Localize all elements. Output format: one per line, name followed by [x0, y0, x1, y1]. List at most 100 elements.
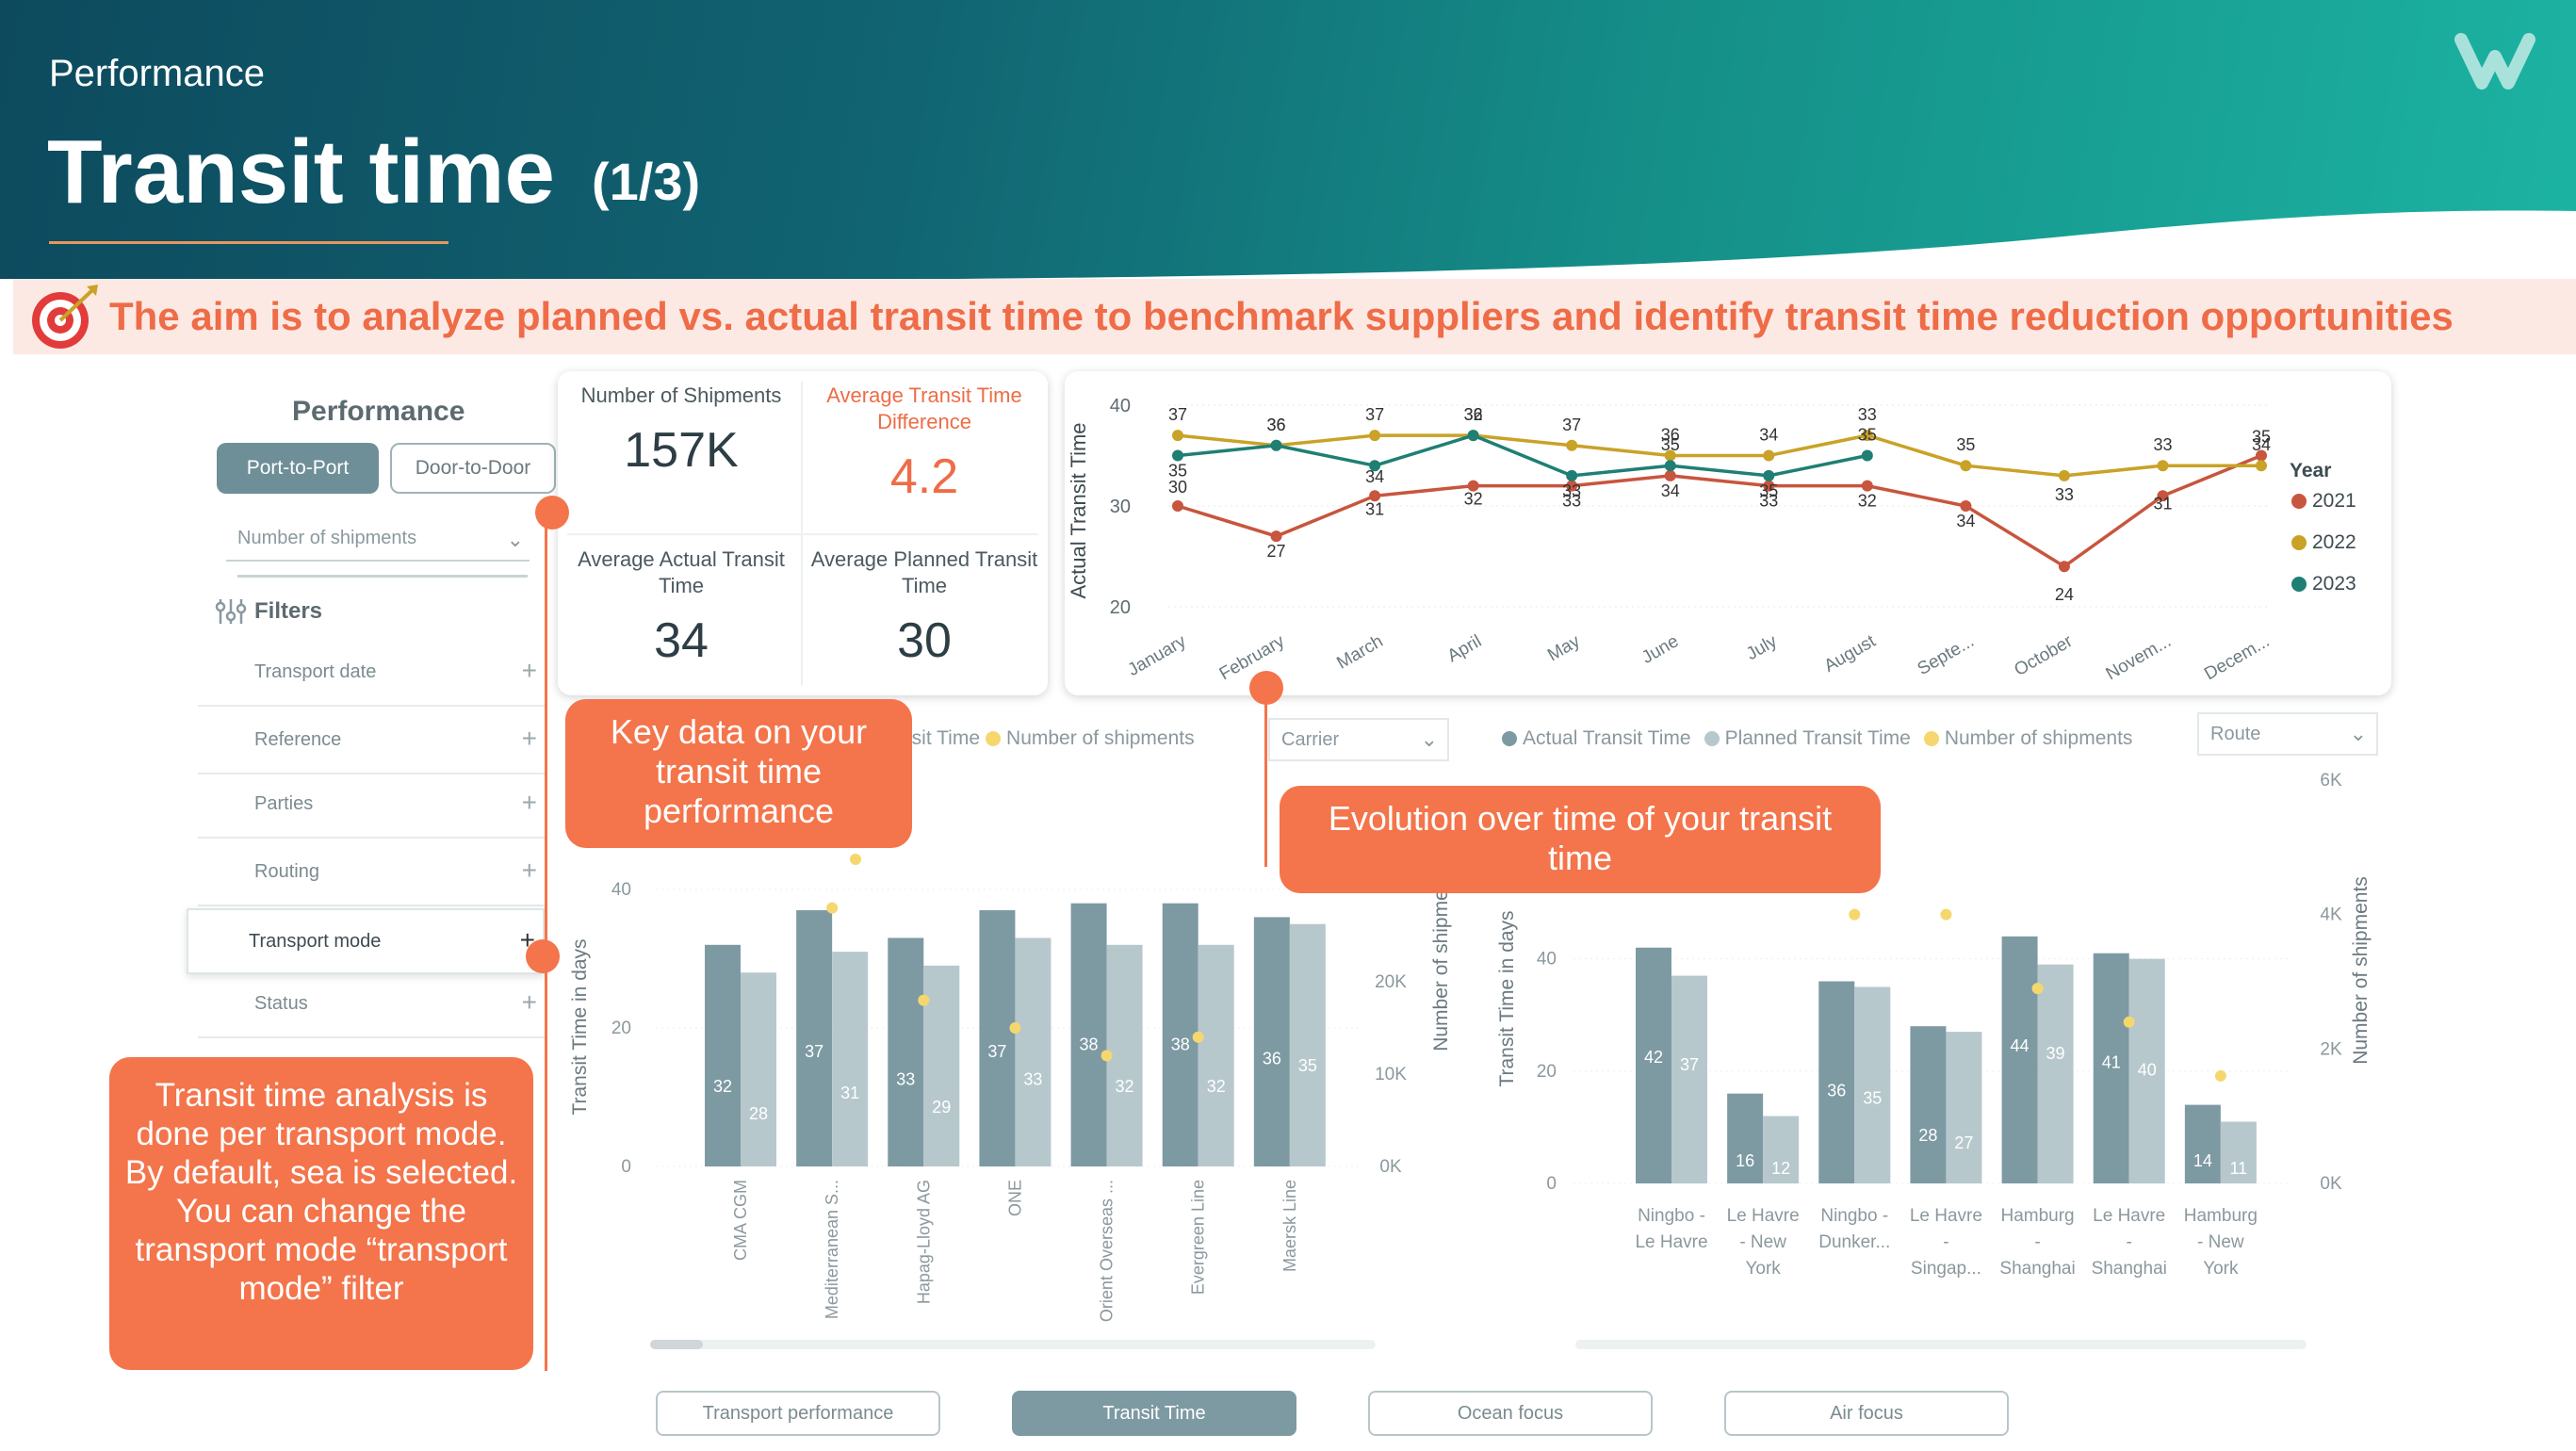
bar-planned — [1854, 986, 1891, 1183]
bar-label-actual: 44 — [2011, 1036, 2030, 1055]
carrier-dropdown[interactable]: Carrier ⌄ — [1268, 718, 1449, 761]
x-tick-label: Shanghai — [2092, 1259, 2167, 1279]
data-point-2021 — [2256, 449, 2267, 462]
x-tick-label: - — [2034, 1232, 2040, 1252]
nav-air-focus[interactable]: Air focus — [1724, 1391, 2009, 1436]
bar-actual — [796, 910, 833, 1166]
bar-label-actual: 37 — [987, 1042, 1006, 1061]
legend-dot-icon — [1704, 731, 1720, 746]
data-point-2021 — [1467, 480, 1479, 492]
y2-tick-label: 20K — [1375, 972, 1407, 992]
plus-icon[interactable]: + — [521, 724, 537, 753]
filter-transport-date[interactable]: Transport date + — [198, 641, 545, 707]
route-dropdown[interactable]: Route ⌄ — [2197, 712, 2378, 756]
kpi-average-transit-time-difference: Average Transit Time Difference 4.2 — [807, 383, 1042, 505]
data-point-2022 — [1763, 449, 1775, 462]
callout-transport-mode: Transit time analysis is done per transp… — [109, 1057, 533, 1370]
bar-actual — [1636, 947, 1671, 1183]
x-tick-label: Ningbo - — [1820, 1206, 1888, 1226]
bar-planned — [1289, 923, 1326, 1166]
scrollbar-thumb[interactable] — [650, 1340, 703, 1349]
toggle-door-to-door[interactable]: Door-to-Door — [390, 443, 556, 494]
shipments-dot — [1192, 1031, 1204, 1043]
kpi-value: 157K — [624, 423, 739, 478]
measure-dropdown-value: Number of shipments — [237, 527, 417, 548]
data-point-2023 — [1172, 449, 1183, 462]
data-label: 33 — [2055, 485, 2074, 504]
y-tick-label: 0 — [621, 1157, 631, 1177]
bar-planned — [832, 952, 869, 1166]
filter-parties[interactable]: Parties + — [198, 773, 545, 839]
header-wave — [0, 210, 2576, 283]
bar-label-planned: 32 — [1207, 1077, 1226, 1096]
legend-dot-icon — [2291, 494, 2307, 509]
x-tick-label: - New — [1739, 1232, 1786, 1252]
nav-transport-performance[interactable]: Transport performance — [656, 1391, 940, 1436]
data-point-2022 — [1960, 460, 1972, 472]
bar-label-actual: 41 — [2102, 1053, 2121, 1072]
callout-pin — [1249, 671, 1283, 705]
legend-dot-icon — [986, 731, 1002, 746]
aim-banner: The aim is to analyze planned vs. actual… — [13, 279, 2576, 354]
filter-label: Routing — [254, 861, 319, 882]
route-bar-chart[interactable]: Transit Time in days Number of shipments 4… — [1479, 754, 2384, 1281]
bar-actual — [2093, 953, 2129, 1183]
kpi-label: Number of Shipments — [580, 383, 782, 407]
carrier-bar-chart[interactable]: Transit Time in days Number of shipme 40 20… — [562, 848, 1475, 1357]
data-point-2022 — [2058, 469, 2070, 481]
bar-actual — [1818, 981, 1855, 1183]
measure-dropdown[interactable]: Number of shipments ⌄ — [226, 516, 530, 562]
kpi-value: 30 — [897, 613, 952, 668]
bar-label-actual: 42 — [1644, 1048, 1663, 1067]
bar-planned — [1763, 1116, 1800, 1183]
filter-status[interactable]: Status + — [198, 972, 545, 1038]
plus-icon[interactable]: + — [521, 856, 537, 885]
bar-planned — [1198, 944, 1234, 1166]
plus-icon[interactable]: + — [521, 788, 537, 817]
data-point-2022 — [1566, 439, 1578, 451]
data-point-2023 — [1664, 460, 1676, 472]
x-tick-label: June — [1639, 631, 1682, 668]
bar-planned — [1946, 1032, 1982, 1183]
route-chart-scrollbar[interactable] — [1575, 1340, 2307, 1349]
filter-routing[interactable]: Routing + — [198, 840, 545, 906]
toggle-port-to-port[interactable]: Port-to-Port — [217, 443, 379, 494]
plus-icon[interactable]: + — [521, 987, 537, 1017]
data-label: 27 — [1267, 542, 1286, 561]
y-tick-label: 30 — [1110, 497, 1131, 517]
y2-tick-label: 2K — [2320, 1039, 2342, 1059]
x-tick-label: York — [2203, 1259, 2239, 1279]
y-axis-label: Transit Time in days — [1496, 910, 1518, 1086]
data-label: 32 — [1858, 492, 1877, 511]
filter-transport-mode[interactable]: Transport mode + — [187, 908, 545, 974]
x-tick-label: Orient Overseas ... — [1098, 1180, 1117, 1322]
kpi-average-actual-transit-time: Average Actual Transit Time 34 — [563, 546, 799, 669]
x-tick-label: March — [1333, 631, 1386, 674]
data-label: 31 — [1365, 499, 1384, 518]
data-point-2023 — [1270, 439, 1282, 451]
nav-transit-time[interactable]: Transit Time — [1012, 1391, 1296, 1436]
page-number: (1/3) — [592, 152, 701, 211]
data-label: 34 — [1365, 467, 1384, 486]
x-tick-label: Le Havre — [2093, 1206, 2165, 1226]
legend-label-planned: Planned Transit Time — [1724, 727, 1911, 749]
data-point-2021 — [2058, 561, 2070, 573]
data-label: 35 — [1168, 462, 1187, 481]
x-tick-label: - — [1943, 1232, 1948, 1252]
filter-label: Transport date — [254, 661, 377, 682]
carrier-chart-scrollbar[interactable] — [650, 1340, 1376, 1349]
y2-tick-label: 4K — [2320, 905, 2342, 925]
shipments-dot — [2123, 1016, 2135, 1028]
x-tick-label: Septe... — [1915, 631, 1978, 679]
x-tick-label: Le Havre — [1727, 1206, 1800, 1226]
nav-ocean-focus[interactable]: Ocean focus — [1368, 1391, 1653, 1436]
x-tick-label: Mediterranean S... — [823, 1180, 841, 1319]
bar-actual — [888, 937, 924, 1166]
x-tick-label: - New — [2197, 1232, 2244, 1252]
bar-label-planned: 31 — [840, 1084, 859, 1102]
carrier-dropdown-value: Carrier — [1281, 728, 1340, 750]
route-chart-legend: Actual Transit Time Planned Transit Time… — [1502, 727, 2132, 750]
plus-icon[interactable]: + — [521, 656, 537, 685]
filter-reference[interactable]: Reference + — [198, 709, 545, 774]
